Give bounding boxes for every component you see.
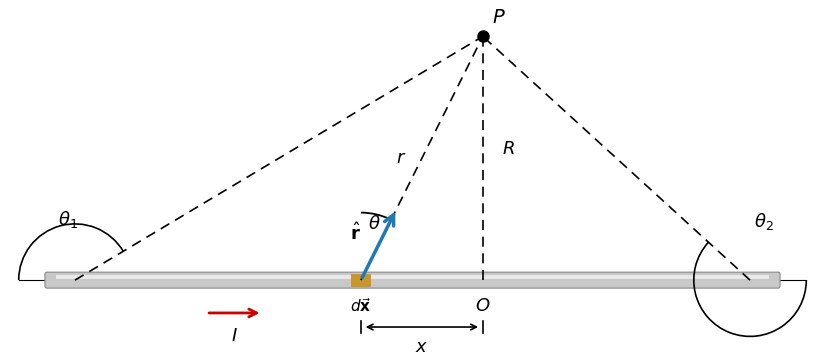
Text: $\theta_2$: $\theta_2$ [754, 211, 773, 232]
Bar [56, 275, 769, 279]
Bar [351, 274, 371, 287]
Text: $O$: $O$ [475, 297, 491, 315]
FancyBboxPatch shape [45, 272, 780, 288]
Text: $d\vec{\mathbf{x}}$: $d\vec{\mathbf{x}}$ [351, 297, 371, 315]
Text: $P$: $P$ [493, 8, 506, 27]
Text: $\theta$: $\theta$ [368, 215, 380, 233]
Text: $\hat{\mathbf{r}}$: $\hat{\mathbf{r}}$ [350, 222, 361, 244]
Text: $R$: $R$ [502, 140, 514, 158]
Text: $\theta_1$: $\theta_1$ [58, 209, 78, 230]
Text: $I$: $I$ [231, 327, 238, 345]
Text: $r$: $r$ [396, 149, 407, 167]
Text: $x$: $x$ [415, 338, 428, 354]
